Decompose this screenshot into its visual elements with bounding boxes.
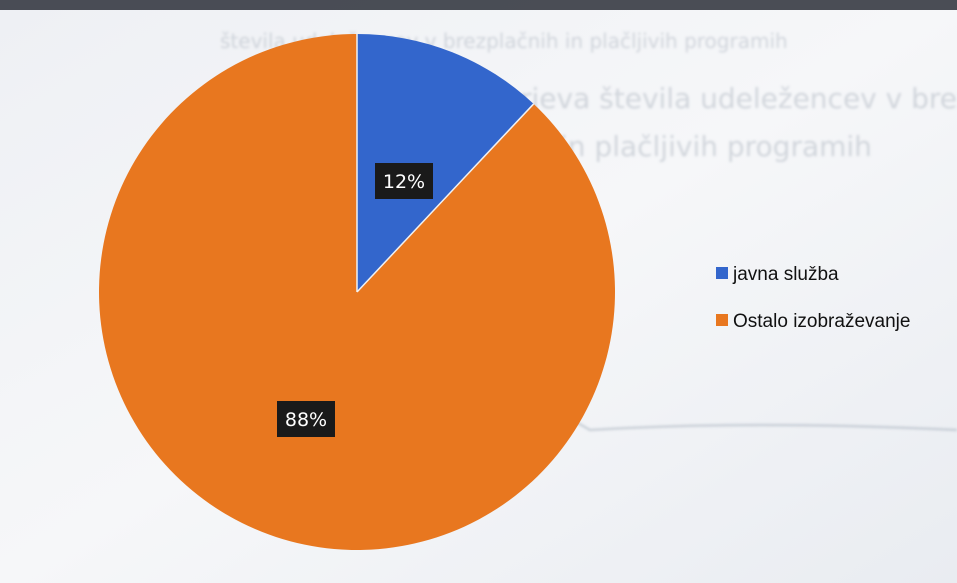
legend: javna služba Ostalo izobraževanje <box>716 264 910 332</box>
legend-swatch <box>716 267 728 279</box>
data-label-text: 88% <box>285 409 327 431</box>
pie-slices <box>99 34 616 550</box>
pie-slice <box>357 34 534 292</box>
legend-swatch <box>716 314 728 326</box>
svg-text:in plačljivih programih: in plačljivih programih <box>560 130 872 163</box>
data-label-text: 12% <box>383 171 425 193</box>
top-dark-band <box>0 0 957 10</box>
legend-item: Ostalo izobraževanje <box>716 311 910 332</box>
svg-text:rjeva števila udeležencev v br: rjeva števila udeležencev v brezplačnih <box>520 82 957 115</box>
data-label-box <box>277 401 335 437</box>
legend-label: Ostalo izobraževanje <box>733 311 910 332</box>
legend-item: javna služba <box>716 264 839 285</box>
data-label: 12% <box>375 163 433 199</box>
data-label-box <box>375 163 433 199</box>
legend-label: javna služba <box>732 264 839 285</box>
pie-data-labels: 12% 88% <box>277 163 433 437</box>
data-label: 88% <box>277 401 335 437</box>
background-reflection: števila udeležencev v brezplačnih in pla… <box>219 29 957 432</box>
slice-separator <box>356 103 535 293</box>
